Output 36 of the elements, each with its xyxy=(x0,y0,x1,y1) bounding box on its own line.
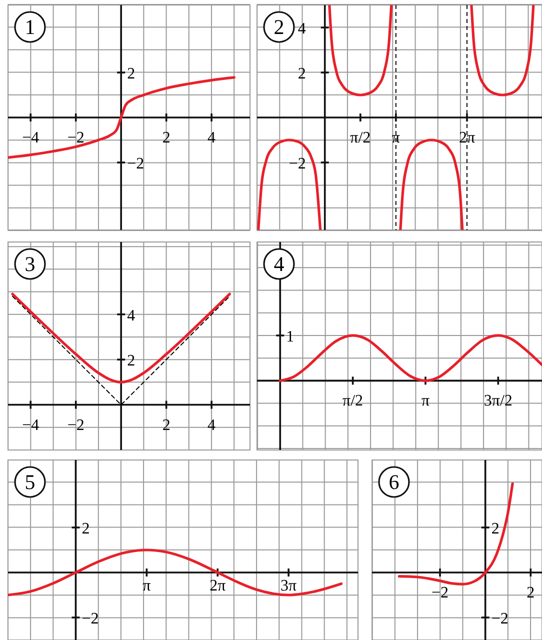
x-tick-label: 3π xyxy=(280,578,297,594)
x-tick-label: −4 xyxy=(22,416,40,434)
line-series xyxy=(8,548,343,596)
x-tick-label: −4 xyxy=(22,130,40,146)
y-tick-label: −2 xyxy=(288,156,306,172)
chart-title: 4 xyxy=(274,252,285,276)
text: 3 xyxy=(24,252,36,276)
x-tick-label: −2 xyxy=(431,584,449,602)
x-tick-label: 2 xyxy=(162,130,170,146)
x-tick-label: 2 xyxy=(162,416,170,434)
y-tick-label: −2 xyxy=(127,156,144,172)
y-tick-label: 2 xyxy=(127,352,136,370)
x-tick-label: 2 xyxy=(526,584,535,602)
y-tick-label: 4 xyxy=(127,307,136,324)
x-tick-label: −2 xyxy=(67,416,84,434)
line-series xyxy=(11,292,231,384)
x-tick-label: π xyxy=(392,130,400,146)
y-tick-label: 2 xyxy=(298,66,306,82)
x-tick-label: π xyxy=(142,578,151,594)
x-tick-label: π xyxy=(421,392,430,410)
x-tick-label: π/2 xyxy=(342,392,364,410)
text: 6 xyxy=(388,470,400,494)
x-tick-label: −2 xyxy=(67,130,84,146)
text: 5 xyxy=(24,470,36,494)
x-tick-label: 4 xyxy=(208,130,216,146)
x-tick-label: 2π xyxy=(210,578,226,594)
line-series xyxy=(398,482,514,586)
y-tick-label: 4 xyxy=(298,20,306,38)
x-tick-label: 2π xyxy=(458,130,476,146)
x-tick-label: 3π/2 xyxy=(484,392,512,410)
x-tick-label: π/2 xyxy=(350,130,371,146)
text: 2 xyxy=(274,15,284,39)
annotation: 1 xyxy=(286,328,294,346)
text: 1 xyxy=(24,15,36,39)
y-tick-label: 2 xyxy=(127,66,136,82)
x-tick-label: 4 xyxy=(208,416,216,434)
